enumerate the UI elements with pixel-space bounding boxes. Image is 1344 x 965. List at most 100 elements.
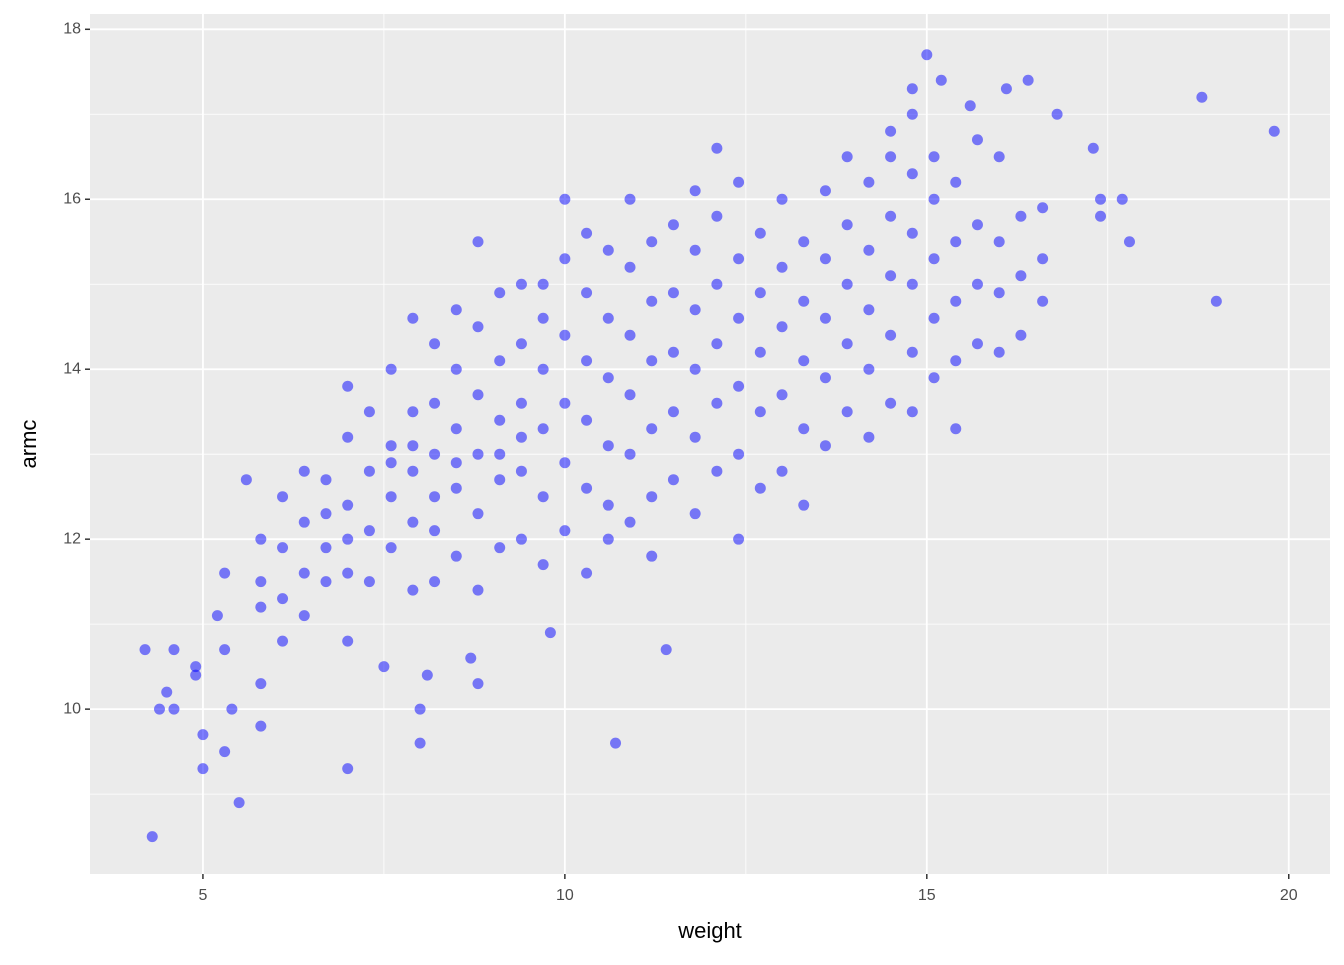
x-tick-label: 10: [556, 887, 574, 904]
point: [841, 151, 853, 163]
point: [211, 610, 223, 622]
point: [928, 253, 940, 265]
point: [190, 669, 202, 681]
point: [1087, 142, 1099, 154]
point: [342, 380, 354, 392]
point: [515, 431, 527, 443]
point: [450, 363, 462, 375]
point: [472, 678, 484, 690]
point: [711, 338, 723, 350]
point: [667, 474, 679, 486]
point: [414, 703, 426, 715]
point: [363, 465, 375, 477]
point: [646, 236, 658, 248]
point: [754, 406, 766, 418]
point: [733, 533, 745, 545]
point: [971, 219, 983, 231]
point: [385, 542, 397, 554]
point: [407, 516, 419, 528]
point: [219, 644, 231, 656]
point: [298, 465, 310, 477]
point: [277, 542, 289, 554]
point: [385, 457, 397, 469]
point: [1210, 295, 1222, 307]
point: [190, 661, 202, 673]
point: [689, 508, 701, 520]
point: [624, 389, 636, 401]
x-tick-label: 15: [918, 887, 936, 904]
point: [385, 363, 397, 375]
point: [298, 567, 310, 579]
point: [320, 474, 332, 486]
point: [1095, 193, 1107, 205]
point: [494, 474, 506, 486]
point: [515, 465, 527, 477]
point: [906, 278, 918, 290]
point: [906, 83, 918, 95]
point: [385, 491, 397, 503]
point: [646, 491, 658, 503]
point: [385, 440, 397, 452]
point: [667, 219, 679, 231]
point: [906, 108, 918, 120]
point: [602, 440, 614, 452]
point: [342, 635, 354, 647]
point: [472, 389, 484, 401]
point: [798, 236, 810, 248]
point: [494, 414, 506, 426]
point: [298, 516, 310, 528]
point: [689, 244, 701, 256]
point: [559, 525, 571, 537]
point: [906, 168, 918, 180]
point: [776, 193, 788, 205]
point: [363, 576, 375, 588]
point: [544, 627, 556, 639]
point: [363, 525, 375, 537]
point: [414, 737, 426, 749]
point: [298, 610, 310, 622]
point: [819, 440, 831, 452]
point: [624, 261, 636, 273]
point: [197, 763, 209, 775]
point: [733, 253, 745, 265]
point: [776, 261, 788, 273]
point: [950, 236, 962, 248]
point: [689, 431, 701, 443]
point: [863, 244, 875, 256]
point: [754, 227, 766, 239]
point: [407, 406, 419, 418]
point: [342, 431, 354, 443]
point: [465, 652, 477, 664]
point: [971, 134, 983, 146]
point: [950, 176, 962, 188]
point: [841, 338, 853, 350]
point: [494, 287, 506, 299]
point: [153, 703, 165, 715]
point: [255, 533, 267, 545]
point: [537, 559, 549, 571]
point: [472, 448, 484, 460]
point: [993, 151, 1005, 163]
point: [754, 482, 766, 494]
point: [320, 508, 332, 520]
point: [798, 423, 810, 435]
point: [928, 312, 940, 324]
point: [819, 312, 831, 324]
point: [1268, 125, 1280, 137]
point: [537, 278, 549, 290]
point: [602, 372, 614, 384]
point: [971, 338, 983, 350]
point: [798, 499, 810, 511]
point: [429, 338, 441, 350]
point: [240, 474, 252, 486]
point: [819, 185, 831, 197]
point: [1196, 91, 1208, 103]
point: [168, 703, 180, 715]
point: [1000, 83, 1012, 95]
point: [733, 312, 745, 324]
point: [754, 346, 766, 358]
point: [1015, 270, 1027, 282]
point: [776, 389, 788, 401]
point: [935, 74, 947, 86]
point: [494, 355, 506, 367]
